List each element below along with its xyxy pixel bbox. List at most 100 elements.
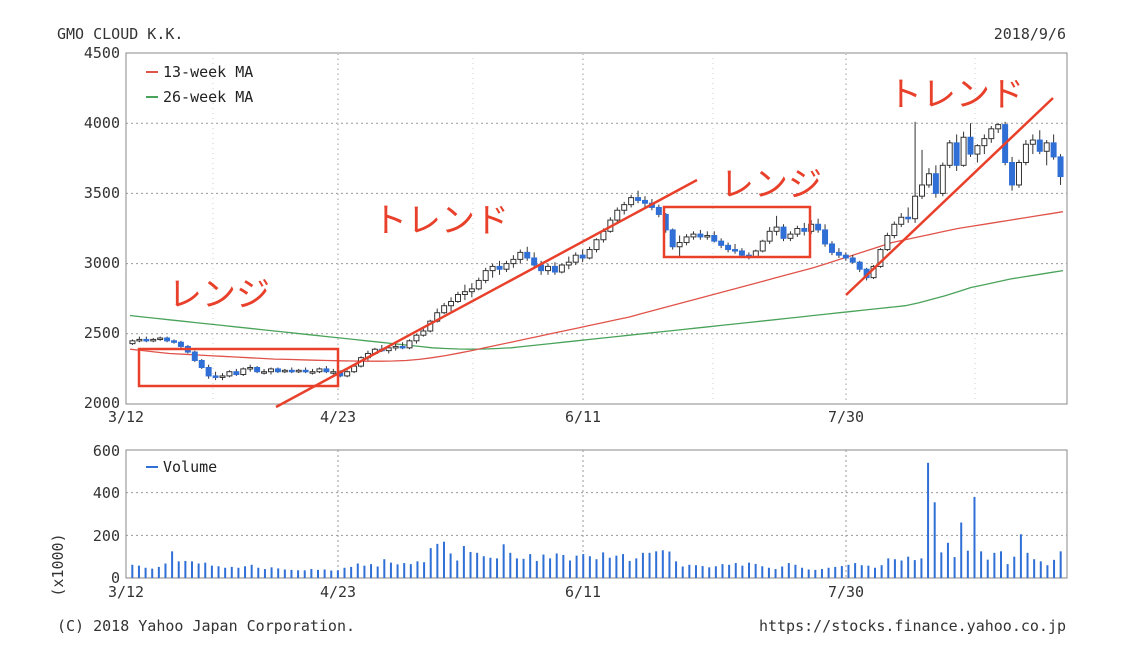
candlestick [330,368,337,375]
candle-body [274,368,281,373]
candle-body [822,229,829,245]
candlestick [676,235,683,257]
candlestick [891,221,898,239]
volume-bar [840,566,843,578]
volume-bar [456,560,459,578]
candlestick [295,368,302,374]
candle-body [1043,142,1050,152]
candlestick [1009,156,1016,191]
volume-bar [436,543,439,578]
candle-body [157,337,164,341]
trend-line-1 [275,178,698,409]
candle-body [932,173,939,194]
candlestick [690,231,697,240]
candle-body [267,368,274,373]
candlestick [302,367,309,374]
volume-bar [794,564,797,578]
volume-bar [860,565,863,578]
y-tick-label: 600 [93,442,120,460]
candle-body [697,233,704,238]
chart-date: 2018/9/6 [994,25,1066,43]
candlestick [641,196,648,208]
volume-bar [522,558,525,578]
volume-bar [807,569,810,578]
candle-body [635,197,642,201]
candle-body [856,261,863,270]
volume-bar [1053,559,1056,578]
candle-body [551,265,558,273]
volume-bar [177,561,180,578]
candle-body [330,371,337,374]
volume-bar [330,570,333,578]
candle-body [233,371,240,376]
volume-bar [389,562,392,578]
legend-label-ma26: 26-week MA [163,88,253,106]
candle-body [323,368,330,373]
ma26-layer [129,269,1064,350]
volume-bar [973,496,976,578]
volume-bar [641,552,644,578]
volume-bar [496,558,499,578]
price-panel-frame [125,52,1068,405]
candle-body [960,136,967,166]
volume-bar [144,567,147,578]
volume-bar [336,570,339,578]
legend-label-ma13: 13-week MA [163,63,253,81]
candle-body [143,338,150,342]
candle-body [690,233,697,238]
candle-body [302,369,309,373]
volume-bar [283,569,286,578]
volume-bar [204,562,207,578]
candle-body [468,288,475,293]
candlestick [953,134,960,171]
volume-bar [137,565,140,578]
x-tick-label: 3/12 [108,583,144,601]
candlestick [960,131,967,167]
candle-body [773,226,780,232]
candlestick [150,338,157,343]
candle-body [164,337,171,342]
candle-body [240,368,247,376]
volume-bar [628,560,631,578]
candle-body [150,338,157,342]
y-tick-label: 0 [111,569,120,587]
candlestick [558,263,565,274]
volume-bar [913,560,916,578]
candlestick [849,255,856,264]
candlestick [925,168,932,188]
volume-bar [933,502,936,578]
x-tick-label: 4/23 [320,408,356,426]
volume-bar [542,554,545,578]
volume-bars-layer [131,462,1062,578]
volume-bar [416,561,419,578]
volume-y-tick-labels: 600 400 200 0 [93,442,120,587]
candle-body [801,228,808,232]
candlestick [794,225,801,237]
candlestick [171,339,178,344]
candlestick [912,121,919,223]
volume-bar [237,567,240,578]
volume-bar [774,569,777,578]
candlestick [787,231,794,242]
candlestick [586,246,593,260]
candle-body [593,239,600,251]
candlestick [198,359,205,369]
volume-bar [297,570,300,578]
volume-bar [927,462,930,578]
candlestick [669,228,676,250]
candle-body [794,228,801,235]
candle-body [171,340,178,343]
candlestick [274,367,281,374]
candlestick [143,336,150,343]
candle-body [558,264,565,273]
candlestick [461,284,468,301]
range-box-2 [662,205,812,259]
candlestick [877,248,884,268]
candle-body [835,251,842,256]
candle-body [531,257,538,266]
candlestick [905,207,912,223]
candle-body [261,371,268,374]
annotations [137,97,1054,409]
candle-body [621,204,628,211]
volume-bar [814,569,817,578]
